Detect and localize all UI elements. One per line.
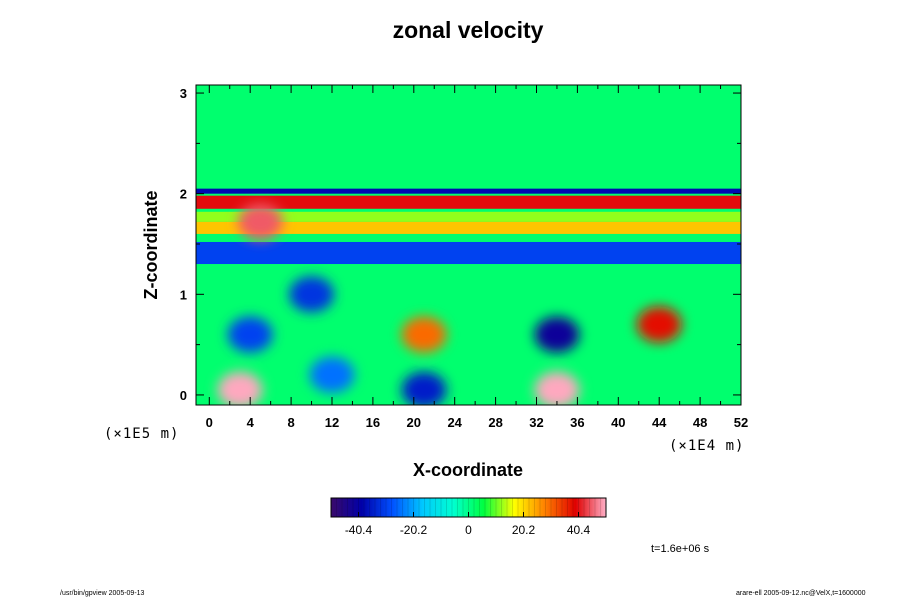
colorbar-tick-label: -20.2	[400, 523, 428, 537]
x-tick-label: 8	[287, 415, 294, 430]
heatmap-feature-5	[217, 371, 263, 405]
heatmap-field	[196, 85, 741, 405]
heatmap-band-1	[196, 188, 741, 194]
footer-left: /usr/bin/gpview 2005-09-13	[60, 590, 145, 597]
y-axis-ticks: 0 1 2 3	[180, 86, 741, 403]
x-tick-label: 52	[734, 415, 748, 430]
heatmap-band-0	[196, 85, 741, 189]
heatmap-feature-4	[289, 276, 335, 313]
heatmap-feature-8	[636, 306, 682, 343]
colorbar-tick-label: -40.4	[345, 523, 373, 537]
y-tick-label: 3	[180, 86, 187, 101]
y-tick-label: 1	[180, 287, 187, 302]
heatmap-feature-9	[309, 356, 355, 393]
x-tick-label: 48	[693, 415, 707, 430]
x-tick-label: 12	[325, 415, 339, 430]
colorbar-ticks: -40.4 -20.2 0 20.2 40.4	[336, 498, 601, 537]
x-tick-label: 16	[366, 415, 380, 430]
x-tick-label: 36	[570, 415, 584, 430]
heatmap-band-2	[196, 195, 741, 209]
heatmap-feature-6	[534, 371, 580, 405]
heatmap-features	[217, 203, 682, 405]
x-tick-label: 28	[488, 415, 502, 430]
time-label: t=1.6e+06 s	[651, 543, 710, 555]
colorbar-tick-label: 20.2	[512, 523, 536, 537]
heatmap-feature-3	[227, 316, 273, 353]
footer-right: arare-ell 2005-09-12.nc@VelX,t=1600000	[736, 590, 866, 597]
x-tick-label: 24	[447, 415, 462, 430]
heatmap-band-4	[196, 221, 741, 234]
y-tick-label: 2	[180, 187, 187, 202]
x-tick-label: 32	[529, 415, 543, 430]
heatmap-feature-1	[401, 316, 447, 353]
y-axis-label: Z-coordinate	[141, 190, 161, 299]
heatmap-feature-7	[401, 371, 447, 405]
colorbar-tick-label: 0	[465, 523, 472, 537]
heatmap-bands	[196, 85, 741, 405]
x-axis-ticks: 0 4 8 12 16 20 24 28 32 36 40 44 48 52	[206, 85, 748, 430]
heatmap-band-3	[196, 211, 741, 222]
x-tick-label: 20	[407, 415, 421, 430]
y-scale-label: (×1E5 m)	[104, 426, 179, 442]
x-axis-label: X-coordinate	[413, 460, 523, 480]
heatmap-feature-2	[534, 316, 580, 353]
plot-frame	[195, 84, 742, 406]
heatmap-band-5	[196, 241, 741, 265]
x-tick-label: 40	[611, 415, 625, 430]
x-tick-label: 4	[247, 415, 255, 430]
x-tick-label: 0	[206, 415, 213, 430]
x-tick-label: 44	[652, 415, 667, 430]
chart-title: zonal velocity	[393, 17, 544, 43]
colorbar-tick-label: 40.4	[567, 523, 591, 537]
heatmap-feature-0	[237, 203, 283, 240]
x-scale-label: (×1E4 m)	[669, 438, 744, 454]
y-tick-label: 0	[180, 388, 187, 403]
